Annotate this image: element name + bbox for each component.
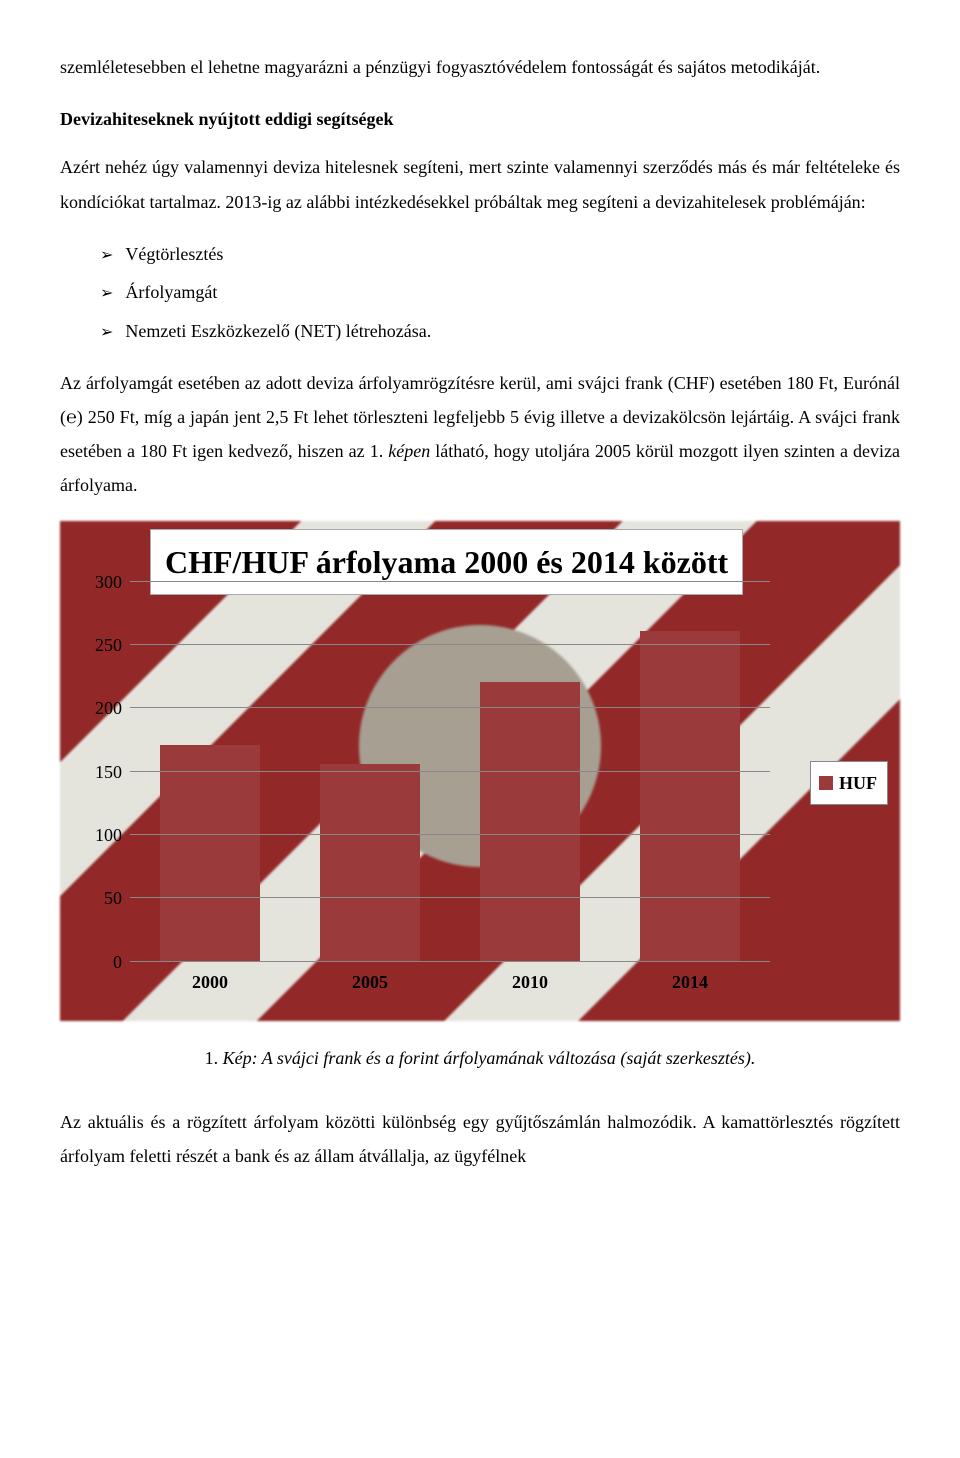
legend-swatch: [819, 776, 833, 790]
chart-x-label: 2014: [672, 965, 708, 999]
list-item: ➢ Végtörlesztés: [100, 237, 900, 271]
list-item: ➢ Árfolyamgát: [100, 275, 900, 309]
chart-bar: [480, 682, 580, 961]
chart-y-label: 250: [95, 628, 122, 662]
legend-label: HUF: [839, 766, 877, 800]
chart-gridline: 50: [130, 897, 770, 898]
chart-gridline: 150: [130, 771, 770, 772]
chart-plot-area: 2000200520102014 050100150200250300: [130, 581, 770, 961]
chart-gridline: 250: [130, 644, 770, 645]
arrow-icon: ➢: [100, 241, 113, 271]
chart-gridline: 300: [130, 581, 770, 582]
chart-x-label: 2000: [192, 965, 228, 999]
chart-bar: [640, 631, 740, 960]
chart-x-labels: 2000 2005 2010 2014: [130, 965, 770, 999]
chart-bar: [320, 764, 420, 960]
chart-y-label: 100: [95, 818, 122, 852]
intro-paragraph: szemléletesebben el lehetne magyarázni a…: [60, 50, 900, 84]
chart-legend: HUF: [810, 761, 888, 805]
paragraph-3: Az árfolyamgát esetében az adott deviza …: [60, 366, 900, 503]
list-item: ➢ Nemzeti Eszközkezelő (NET) létrehozása…: [100, 314, 900, 348]
section-heading: Devizahiteseknek nyújtott eddigi segítsé…: [60, 102, 900, 136]
chart-x-label: 2010: [512, 965, 548, 999]
bullet-label: Nemzeti Eszközkezelő (NET) létrehozása.: [125, 314, 431, 348]
chart-bar: [160, 745, 260, 960]
arrow-icon: ➢: [100, 318, 113, 348]
chart-x-label: 2005: [352, 965, 388, 999]
chart-gridline: 200: [130, 707, 770, 708]
paragraph-2: Azért nehéz úgy valamennyi deviza hitele…: [60, 150, 900, 218]
arrow-icon: ➢: [100, 279, 113, 309]
chart-y-label: 0: [113, 945, 122, 979]
chart-y-label: 50: [104, 881, 122, 915]
p3-italic: képen: [388, 441, 430, 461]
chart-y-label: 200: [95, 691, 122, 725]
chart-gridline: 100: [130, 834, 770, 835]
chart-y-label: 150: [95, 755, 122, 789]
bullet-list: ➢ Végtörlesztés ➢ Árfolyamgát ➢ Nemzeti …: [100, 237, 900, 348]
chart-gridline: 0: [130, 961, 770, 962]
caption-number: 1.: [205, 1048, 219, 1068]
chart-y-label: 300: [95, 565, 122, 599]
figure-caption: 1. Kép: A svájci frank és a forint árfol…: [60, 1041, 900, 1075]
bullet-label: Árfolyamgát: [125, 275, 217, 309]
bullet-label: Végtörlesztés: [125, 237, 223, 271]
caption-text: Kép: A svájci frank és a forint árfolyam…: [223, 1048, 756, 1068]
exchange-rate-chart: CHF/HUF árfolyama 2000 és 2014 között 20…: [60, 521, 900, 1021]
paragraph-4: Az aktuális és a rögzített árfolyam közö…: [60, 1105, 900, 1173]
